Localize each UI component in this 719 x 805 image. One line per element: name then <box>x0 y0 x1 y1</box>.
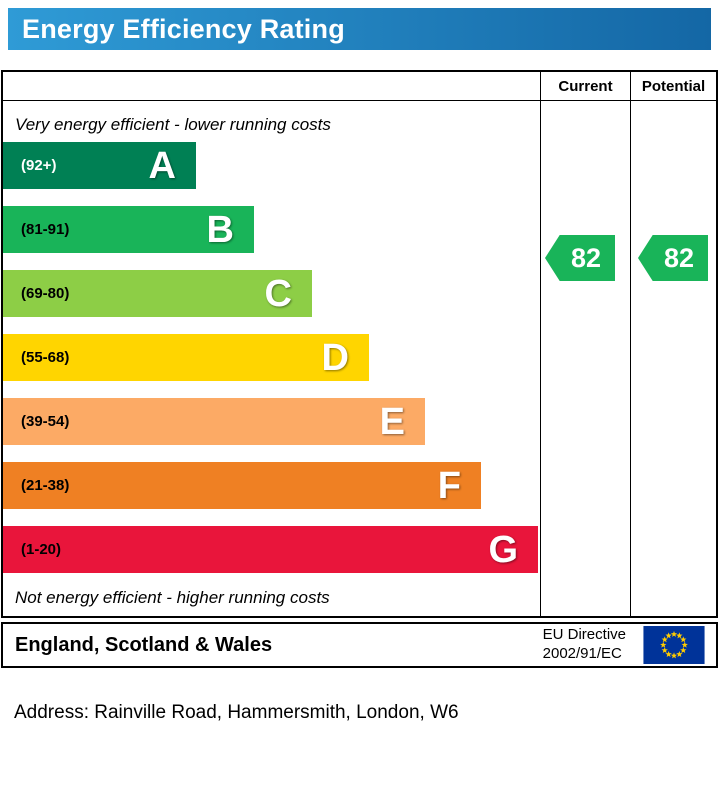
band-row-b: (81-91) B <box>3 206 540 253</box>
band-row-f: (21-38) F <box>3 462 540 509</box>
band-bar-b: (81-91) B <box>3 206 254 253</box>
band-bar-f: (21-38) F <box>3 462 481 509</box>
current-rating-value: 82 <box>570 242 602 273</box>
band-range-label: (55-68) <box>21 349 70 366</box>
band-bar-c: (69-80) C <box>3 270 312 317</box>
band-bar-g: (1-20) G <box>3 526 538 573</box>
band-bar-a: (92+) A <box>3 142 196 189</box>
rating-bands-area: Very energy efficient - lower running co… <box>3 101 540 616</box>
band-letter: F <box>437 464 461 507</box>
band-range-label: (21-38) <box>21 477 70 494</box>
band-letter: E <box>379 400 405 443</box>
bottom-note: Not energy efficient - higher running co… <box>15 588 330 607</box>
band-bar-e: (39-54) E <box>3 398 425 445</box>
chart-footer: England, Scotland & Wales EU Directive 2… <box>1 622 718 668</box>
potential-rating-column: 82 <box>630 101 716 616</box>
potential-column-header: Potential <box>630 72 716 100</box>
chart-header-row: Current Potential <box>3 72 716 101</box>
band-row-d: (55-68) D <box>3 334 540 381</box>
top-note: Very energy efficient - lower running co… <box>15 115 331 134</box>
band-bar-d: (55-68) D <box>3 334 369 381</box>
band-range-label: (69-80) <box>21 285 70 302</box>
band-range-label: (92+) <box>21 157 57 174</box>
region-label: England, Scotland & Wales <box>15 633 273 656</box>
page-title-bar: Energy Efficiency Rating <box>8 8 711 50</box>
potential-rating-badge: 82 <box>638 235 708 281</box>
band-range-label: (39-54) <box>21 413 70 430</box>
eu-directive-line2: 2002/91/EC <box>542 645 622 662</box>
chart-header-spacer <box>3 72 540 100</box>
current-rating-column: 82 <box>540 101 630 616</box>
band-row-a: (92+) A <box>3 142 540 189</box>
current-rating-badge: 82 <box>545 235 615 281</box>
band-letter: C <box>264 272 292 315</box>
band-range-label: (81-91) <box>21 221 70 238</box>
energy-efficiency-chart: Current Potential Very energy efficient … <box>1 70 718 618</box>
current-column-header: Current <box>540 72 630 100</box>
eu-directive-label: EU Directive 2002/91/EC <box>543 626 626 664</box>
band-letter: A <box>148 144 176 187</box>
eu-directive-line1: EU Directive <box>542 626 626 644</box>
potential-rating-value: 82 <box>663 242 695 273</box>
band-letter: B <box>206 208 234 251</box>
eu-flag-icon <box>643 626 705 664</box>
page-title: Energy Efficiency Rating <box>22 13 345 44</box>
band-range-label: (1-20) <box>21 541 62 558</box>
band-row-c: (69-80) C <box>3 270 540 317</box>
chart-content: Very energy efficient - lower running co… <box>3 101 716 616</box>
band-row-g: (1-20) G <box>3 526 540 573</box>
property-address: Address: Rainville Road, Hammersmith, Lo… <box>14 702 459 723</box>
band-row-e: (39-54) E <box>3 398 540 445</box>
band-letter: D <box>321 336 349 379</box>
band-letter: G <box>488 528 518 571</box>
